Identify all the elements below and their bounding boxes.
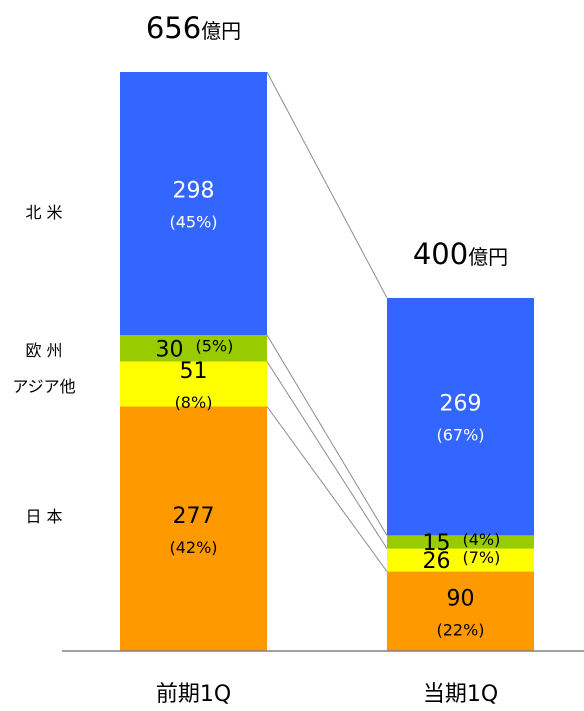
connector-line: [266, 361, 388, 549]
value-label: 90: [447, 586, 475, 611]
category-label: 前期1Q: [156, 682, 231, 707]
value-label: 51: [180, 359, 208, 384]
data-labels: 277 (42%) 51 (8%) 30 (5%) 298 (45%) 90 (22%) 26 (7%…: [146, 11, 508, 639]
percent-label: (45%): [169, 213, 217, 232]
bar-segment: [387, 297, 534, 536]
value-label: 269: [440, 392, 482, 417]
region-label: 欧 州: [25, 341, 62, 360]
region-label: 日 本: [25, 507, 62, 526]
value-label: 298: [173, 179, 215, 204]
bar-segment: [120, 406, 267, 651]
x-axis: 前期1Q 当期1Q: [62, 650, 584, 707]
bar-segment: [120, 72, 267, 336]
value-label: 30: [156, 337, 184, 362]
percent-label: (5%): [196, 336, 234, 355]
bar-segment: [387, 535, 534, 549]
total-label: 400億円: [413, 237, 508, 271]
bar-segment: [387, 571, 534, 651]
percent-label: (22%): [436, 620, 484, 639]
category-label: 当期1Q: [423, 682, 498, 707]
percent-label: (7%): [463, 548, 501, 567]
bar-segment: [387, 548, 534, 572]
connector-line: [266, 406, 388, 572]
bar-segment: [120, 335, 267, 362]
connector-lines: [266, 71, 388, 572]
stacked-bars: [120, 72, 534, 651]
bar-segment: [120, 361, 267, 407]
percent-label: (4%): [463, 530, 501, 549]
total-label: 656億円: [146, 11, 241, 45]
percent-label: (42%): [169, 538, 217, 557]
region-label: 北 米: [25, 203, 62, 222]
percent-label: (8%): [175, 393, 213, 412]
connector-line: [266, 334, 388, 536]
value-label: 277: [173, 504, 215, 529]
percent-label: (67%): [436, 426, 484, 445]
connector-line: [266, 71, 388, 299]
value-label: 26: [423, 549, 451, 574]
region-label: アジア他: [12, 377, 75, 396]
value-label: 15: [423, 531, 451, 556]
